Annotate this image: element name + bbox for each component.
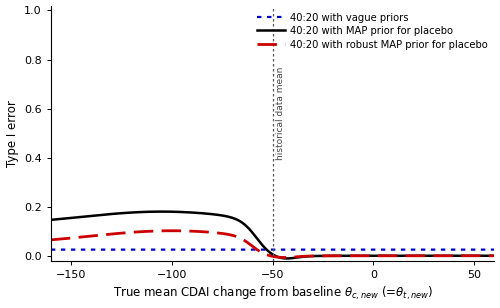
40:20 with MAP prior for placebo — [479, 254, 485, 257]
40:20 with MAP prior for placebo — [398, 254, 404, 257]
40:20 with MAP prior for placebo — [492, 254, 498, 257]
40:20 with robust MAP prior for placebo — [479, 254, 485, 257]
40:20 with MAP prior for placebo — [159, 210, 165, 213]
Y-axis label: Type I error: Type I error — [6, 100, 18, 167]
Legend: 40:20 with vague priors, 40:20 with MAP prior for placebo, 40:20 with robust MAP: 40:20 with vague priors, 40:20 with MAP … — [252, 9, 492, 54]
40:20 with robust MAP prior for placebo — [252, 246, 258, 250]
40:20 with robust MAP prior for placebo — [479, 254, 485, 257]
40:20 with robust MAP prior for placebo — [48, 238, 54, 242]
40:20 with MAP prior for placebo — [70, 216, 76, 220]
40:20 with MAP prior for placebo — [264, 248, 270, 252]
40:20 with robust MAP prior for placebo — [398, 254, 404, 257]
40:20 with robust MAP prior for placebo — [169, 229, 175, 233]
X-axis label: True mean CDAI change from baseline $\theta_{c,new}$ (=$\theta_{t,new}$): True mean CDAI change from baseline $\th… — [112, 285, 433, 302]
40:20 with robust MAP prior for placebo — [282, 256, 288, 259]
40:20 with MAP prior for placebo — [252, 234, 258, 238]
40:20 with vague priors — [492, 248, 498, 251]
40:20 with robust MAP prior for placebo — [70, 236, 76, 240]
40:20 with vague priors — [478, 248, 484, 251]
40:20 with MAP prior for placebo — [284, 257, 290, 260]
40:20 with robust MAP prior for placebo — [264, 253, 270, 257]
40:20 with vague priors — [264, 248, 270, 251]
40:20 with robust MAP prior for placebo — [492, 254, 498, 257]
40:20 with vague priors — [252, 248, 258, 251]
40:20 with vague priors — [48, 248, 54, 251]
40:20 with vague priors — [70, 248, 76, 251]
Line: 40:20 with MAP prior for placebo: 40:20 with MAP prior for placebo — [51, 212, 494, 258]
40:20 with vague priors — [397, 248, 403, 251]
40:20 with MAP prior for placebo — [479, 254, 485, 257]
Line: 40:20 with robust MAP prior for placebo: 40:20 with robust MAP prior for placebo — [51, 231, 494, 257]
Text: historical data mean: historical data mean — [276, 67, 284, 160]
40:20 with vague priors — [478, 248, 484, 251]
40:20 with MAP prior for placebo — [48, 218, 54, 222]
